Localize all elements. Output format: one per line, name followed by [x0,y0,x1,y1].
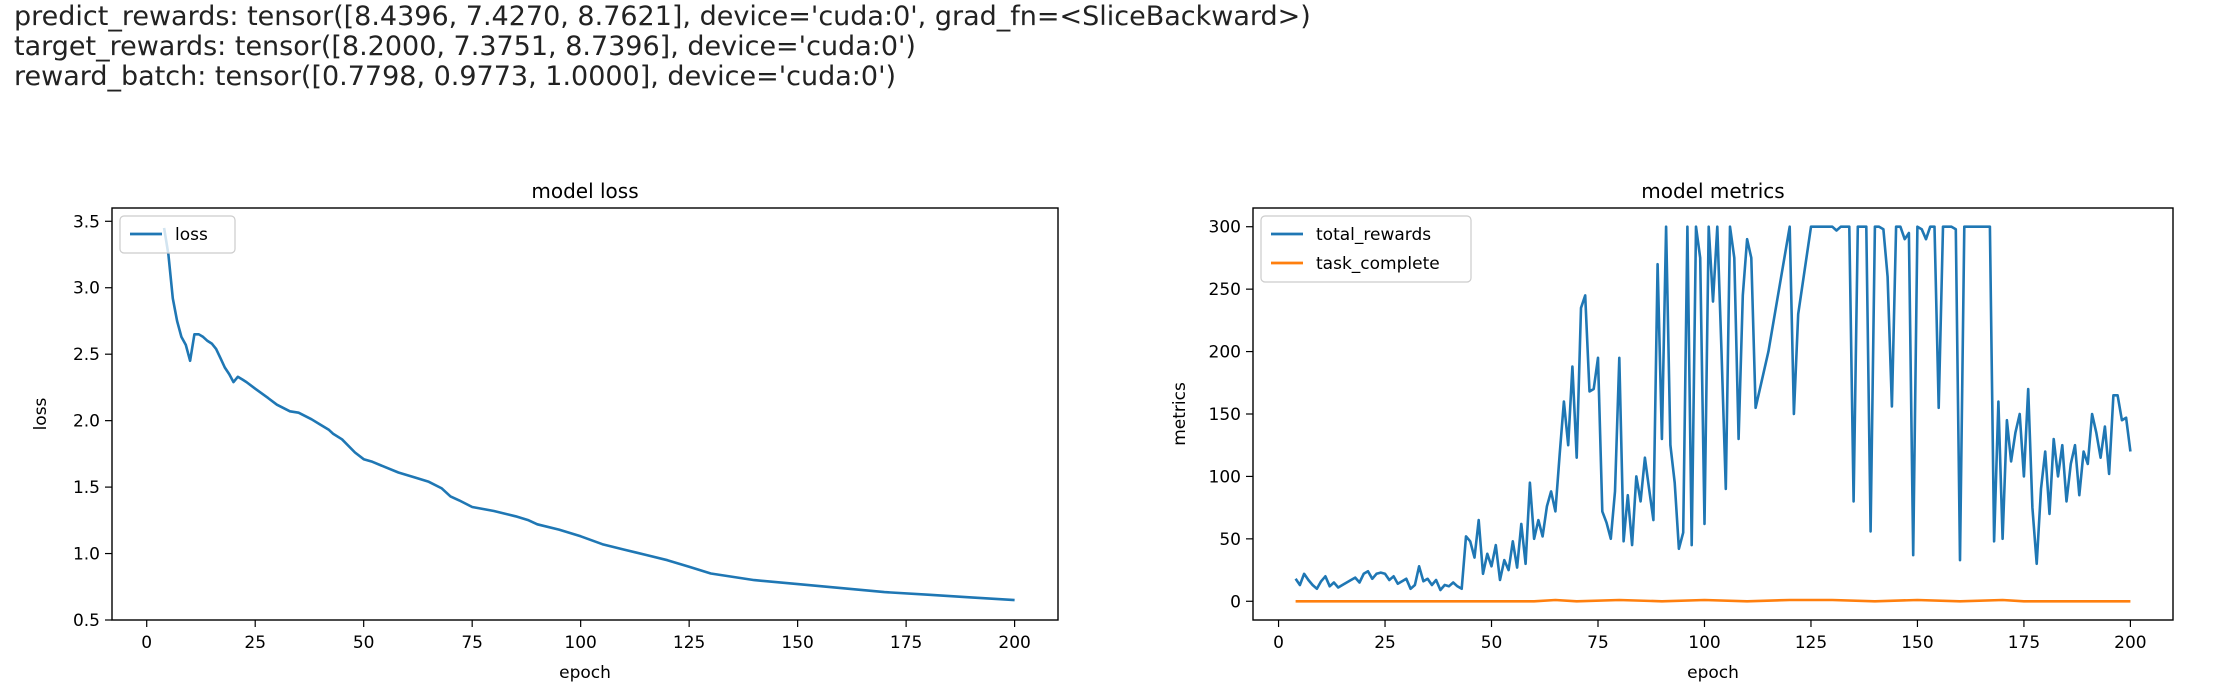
legend-label-total-rewards: total_rewards [1316,225,1431,245]
output-line-target-rewards: target_rewards: tensor([8.2000, 7.3751, … [14,31,916,62]
x-tick-label: 25 [244,633,266,653]
y-tick-label: 3.5 [73,212,100,232]
x-tick-label: 50 [1481,633,1503,653]
x-tick-label: 25 [1374,633,1396,653]
y-tick-label: 2.0 [73,412,100,432]
legend-box [1260,215,1472,283]
chart-title: model loss [531,179,638,203]
x-tick-label: 125 [1795,633,1827,653]
x-tick-label: 175 [890,633,922,653]
chart-model-metrics: model metrics 0 25 50 75 100 125 150 175 200 0 50 10… [1170,179,2174,683]
series-line-loss [162,227,1015,602]
x-tick-label: 50 [353,633,375,653]
x-tick-label: 150 [781,633,813,653]
series-lines [162,227,1015,602]
legend-label-task-complete: task_complete [1316,254,1440,274]
y-tick-label: 2.5 [73,345,100,365]
y-axis-label: loss [31,397,51,430]
output-line-reward-batch: reward_batch: tensor([0.7798, 0.9773, 1.… [14,61,897,92]
x-axis-label: epoch [559,663,611,683]
console-output: predict_rewards: tensor([8.4396, 7.4270,… [14,2,1311,92]
chart-model-loss: model loss 0 25 50 75 100 125 150 175 200 0.5 1.0 1.… [31,179,1059,683]
legend-label-loss: loss [175,225,208,245]
x-tick-label: 100 [1688,633,1720,653]
x-tick-label: 75 [461,633,483,653]
x-tick-label: 175 [2008,633,2040,653]
y-tick-label: 250 [1209,280,1241,300]
legend-box [119,215,236,254]
x-tick-label: 125 [673,633,705,653]
output-line-predict-rewards: predict_rewards: tensor([8.4396, 7.4270,… [14,1,1311,32]
y-tick-label: 1.0 [73,545,100,565]
x-tick-label: 200 [2114,633,2146,653]
series-lines [1294,225,2132,603]
y-tick-label: 0 [1230,592,1241,612]
chart-title: model metrics [1641,179,1784,203]
y-tick-label: 150 [1209,405,1241,425]
y-tick-label: 0.5 [73,611,100,631]
series-line-task-complete [1295,598,2131,603]
x-tick-label: 75 [1587,633,1609,653]
x-tick-label: 200 [998,633,1030,653]
y-tick-label: 1.5 [73,478,100,498]
x-axis-label: epoch [1687,663,1739,683]
x-tick-label: 150 [1901,633,1933,653]
y-tick-label: 100 [1209,467,1241,487]
series-line-total-rewards [1294,225,2132,592]
x-tick-label: 0 [141,633,152,653]
x-tick-label: 100 [564,633,596,653]
y-tick-label: 300 [1209,218,1241,238]
plot-frame [111,207,1059,621]
y-tick-label: 200 [1209,343,1241,363]
x-tick-label: 0 [1273,633,1284,653]
y-tick-label: 50 [1219,530,1241,550]
y-axis-label: metrics [1170,382,1190,446]
y-tick-label: 3.0 [73,279,100,299]
